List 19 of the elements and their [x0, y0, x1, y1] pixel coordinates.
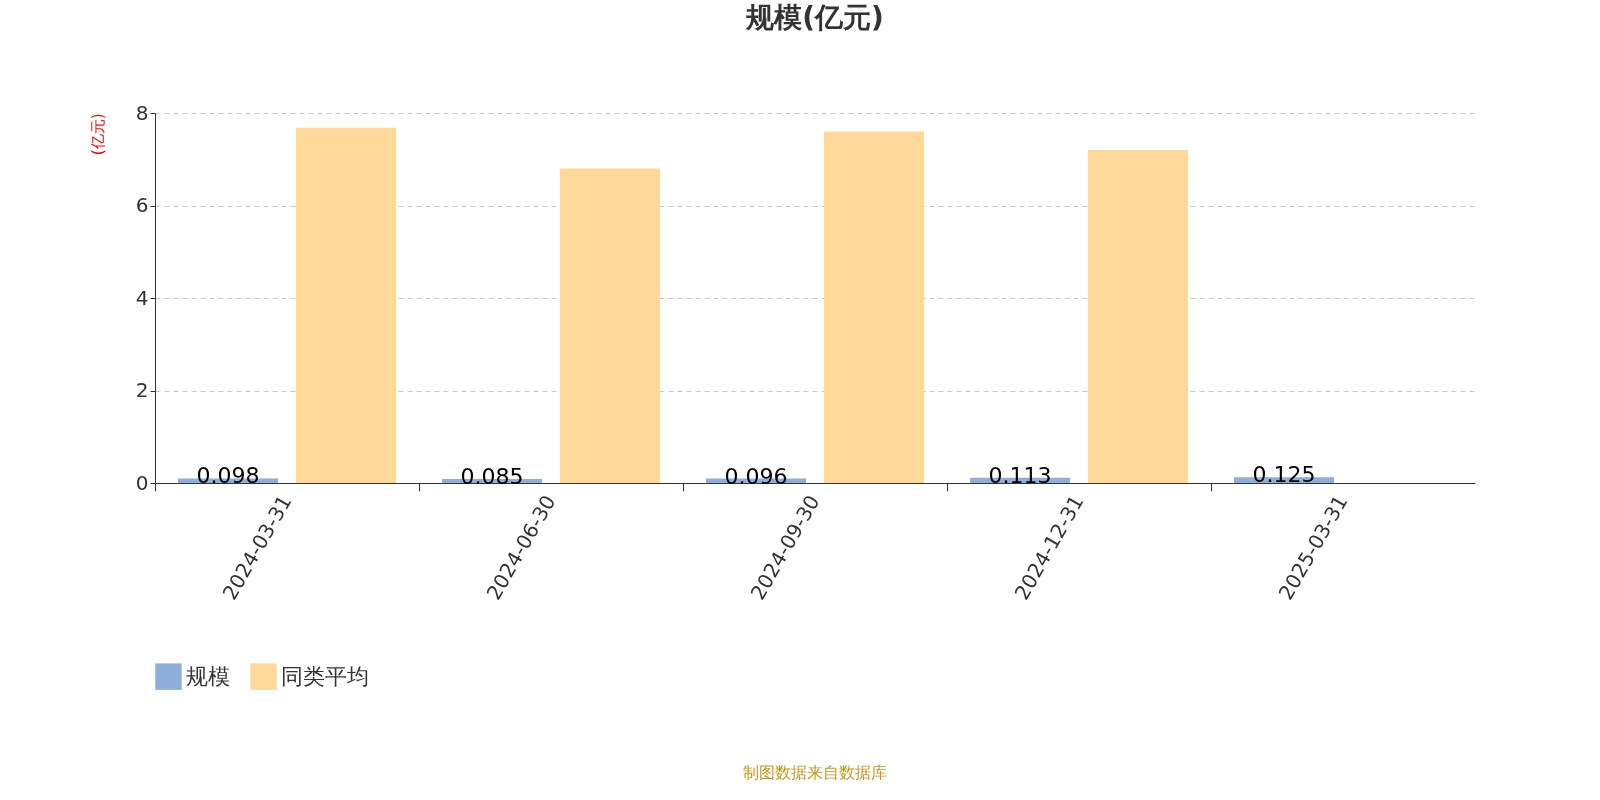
y-tick-label: 2: [135, 378, 149, 402]
y-axis-title: (亿元): [88, 113, 107, 156]
legend-label: 规模: [186, 663, 230, 689]
data-label: 0.113: [988, 462, 1052, 488]
bar: [823, 131, 924, 483]
data-label: 0.085: [460, 464, 524, 490]
y-tick-label: 8: [135, 100, 149, 125]
legend-label: 同类平均: [281, 663, 369, 689]
data-label: 0.096: [724, 463, 788, 489]
data-label: 0.098: [196, 463, 260, 489]
chart-title: 规模(亿元): [745, 1, 884, 34]
bar: [1087, 150, 1188, 483]
bar: [559, 168, 660, 483]
y-tick-label: 4: [135, 285, 149, 310]
y-tick-label: 6: [135, 193, 149, 217]
text: 制图数据来自数据库: [743, 763, 887, 782]
y-tick-label: 0: [135, 470, 149, 495]
data-label: 0.125: [1252, 462, 1316, 488]
bar: [295, 127, 396, 483]
